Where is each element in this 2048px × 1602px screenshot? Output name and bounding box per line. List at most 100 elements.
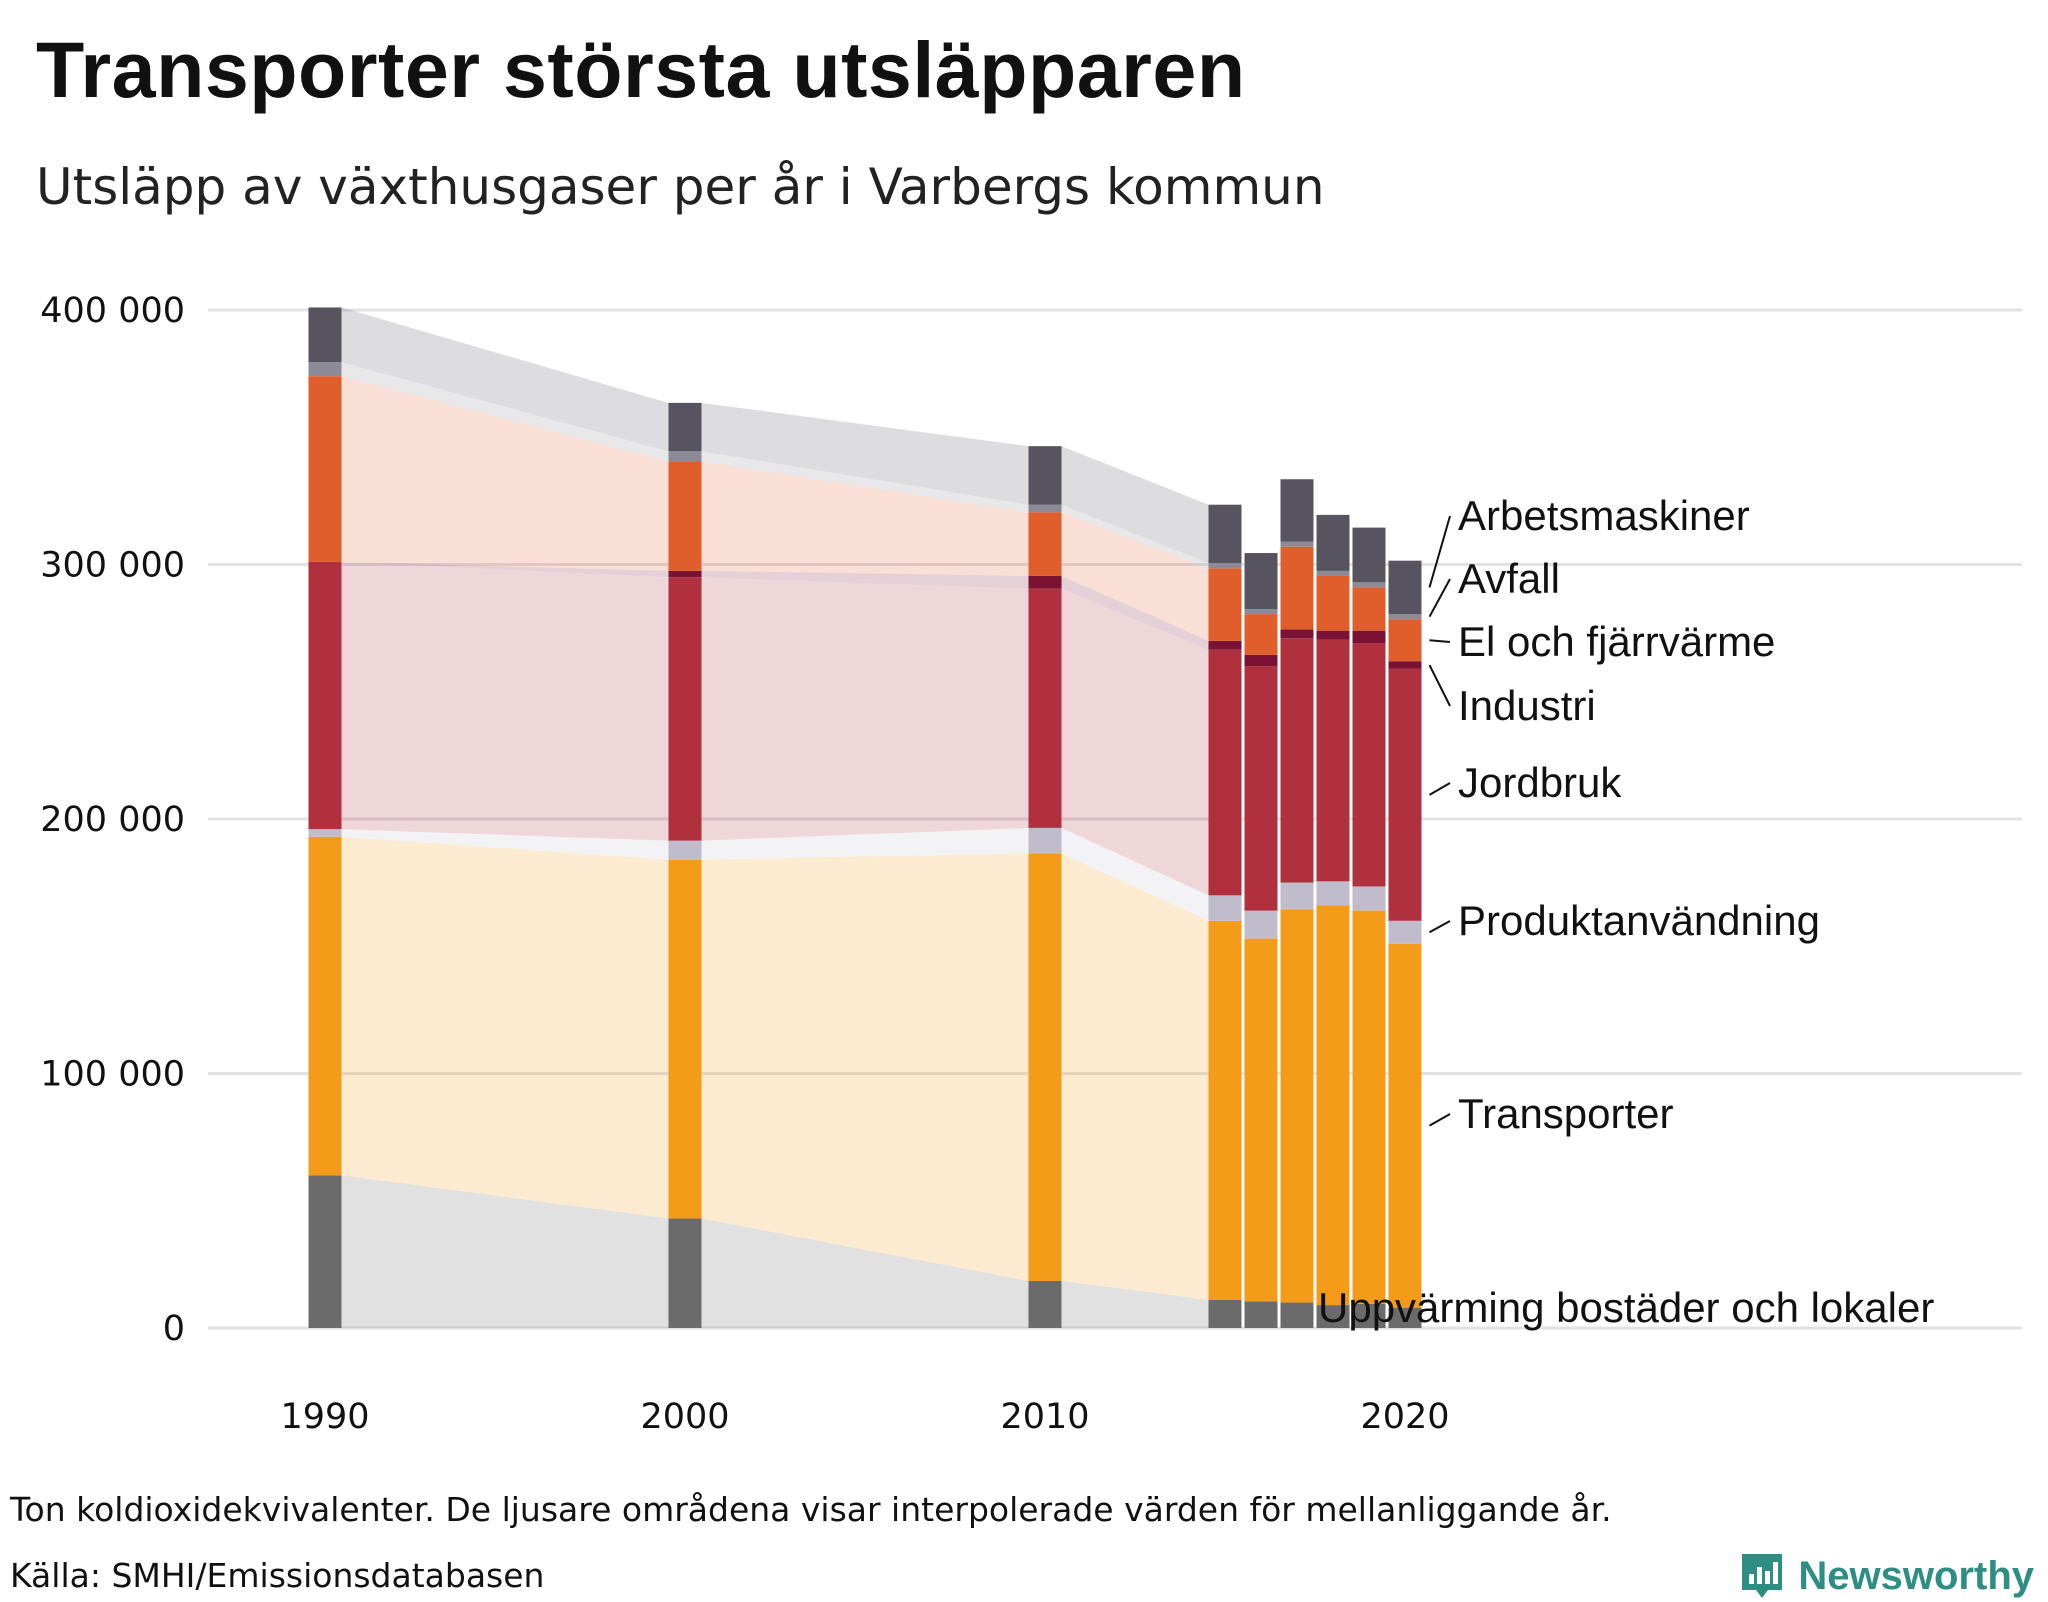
bar-avfall-2015 <box>1208 563 1242 569</box>
bar-industri-2017 <box>1280 629 1314 639</box>
bar-jordbruk-2019 <box>1352 643 1386 887</box>
bar-el-och-fjarrvarme-2016 <box>1244 614 1278 655</box>
x-tick-label: 2010 <box>1000 1397 1089 1437</box>
bar-industri-2018 <box>1316 630 1350 640</box>
bar-transporter-2020 <box>1388 943 1422 1308</box>
bar-arbetsmaskiner-2010 <box>1028 446 1062 505</box>
bar-produktanvandning-2017 <box>1280 882 1314 910</box>
bar-uppvarming-bostader-och-lokaler-2018 <box>1316 1305 1350 1328</box>
y-tick-label: 100 000 <box>40 1055 185 1095</box>
legend-label-avfall: Avfall <box>1458 555 1560 602</box>
bar-arbetsmaskiner-2016 <box>1244 553 1278 610</box>
band-avfall <box>701 451 1029 513</box>
bar-arbetsmaskiner-2017 <box>1280 479 1314 542</box>
y-tick-label: 400 000 <box>40 291 185 331</box>
legend-label-uppvarming-bostader-och-lokaler: Uppvärming bostäder och lokaler <box>1318 1284 1934 1331</box>
legend-connector-produktanvandning <box>1429 920 1451 934</box>
band-jordbruk <box>701 577 1029 841</box>
bar-jordbruk-1990 <box>308 561 342 830</box>
bar-arbetsmaskiner-1990 <box>308 307 342 363</box>
bar-el-och-fjarrvarme-2017 <box>1280 546 1314 630</box>
bar-industri-2016 <box>1244 654 1278 667</box>
bar-produktanvandning-2016 <box>1244 910 1278 939</box>
bar-transporter-2010 <box>1028 853 1062 1281</box>
source-note: Källa: SMHI/Emissionsdatabasen <box>10 1556 545 1595</box>
bar-industri-2000 <box>668 570 702 578</box>
bar-el-och-fjarrvarme-2015 <box>1208 568 1242 641</box>
bar-transporter-2018 <box>1316 905 1350 1306</box>
y-tick-label: 0 <box>163 1309 185 1349</box>
bar-produktanvandning-1990 <box>308 829 342 837</box>
bar-avfall-2016 <box>1244 609 1278 615</box>
x-axis: 1990 2000 2010 2020 <box>280 1397 1449 1437</box>
legend: Arbetsmaskiner Avfall El och fjärrvärme Ind… <box>1318 492 1934 1331</box>
footnote: Ton koldioxidekvivalenter. De ljusare om… <box>10 1490 1612 1529</box>
bar-uppvarming-bostader-och-lokaler-2020 <box>1388 1307 1422 1328</box>
bar-transporter-2000 <box>668 859 702 1219</box>
bar-industri-2015 <box>1208 640 1242 650</box>
band-avfall <box>1061 504 1209 569</box>
bar-produktanvandning-2020 <box>1388 920 1422 944</box>
bar-arbetsmaskiner-2000 <box>668 402 702 452</box>
bar-produktanvandning-2019 <box>1352 886 1386 911</box>
legend-label-transporter: Transporter <box>1458 1090 1674 1137</box>
bar-avfall-2018 <box>1316 570 1350 576</box>
bar-arbetsmaskiner-2018 <box>1316 514 1350 571</box>
bar-jordbruk-2020 <box>1388 668 1422 921</box>
interpolated-areas <box>341 307 1209 1328</box>
band-produktanvandning <box>1061 827 1209 921</box>
bar-industri-2010 <box>1028 575 1062 589</box>
band-transporter <box>1061 853 1209 1301</box>
chart-title: Transporter största utsläpparen <box>36 25 1246 114</box>
band-industri <box>1061 575 1209 650</box>
bar-transporter-2017 <box>1280 909 1314 1303</box>
bar-produktanvandning-2018 <box>1316 881 1350 906</box>
band-transporter <box>701 853 1029 1281</box>
bar-jordbruk-2010 <box>1028 588 1062 828</box>
bar-industri-2020 <box>1388 661 1422 669</box>
bar-uppvarming-bostader-och-lokaler-2016 <box>1244 1301 1278 1328</box>
bar-avfall-2020 <box>1388 614 1422 620</box>
band-el-och-fjarrvarme <box>341 376 669 571</box>
legend-connector-industri <box>1428 664 1451 707</box>
x-tick-label: 2000 <box>640 1397 729 1437</box>
y-axis: 0 100 000 200 000 300 000 400 000 <box>40 291 185 1349</box>
band-produktanvandning <box>701 827 1029 860</box>
bar-el-och-fjarrvarme-2019 <box>1352 587 1386 631</box>
gridlines <box>208 308 2022 1330</box>
band-jordbruk <box>1061 588 1209 896</box>
bar-produktanvandning-2015 <box>1208 895 1242 921</box>
band-el-och-fjarrvarme <box>1061 512 1209 641</box>
bar-el-och-fjarrvarme-1990 <box>308 376 342 562</box>
bar-uppvarming-bostader-och-lokaler-2015 <box>1208 1300 1242 1328</box>
legend-connector-arbetsmaskiner <box>1428 515 1451 588</box>
band-transporter <box>341 836 669 1219</box>
brand-logo[interactable]: Newsworthy <box>1738 1550 2034 1602</box>
bar-industri-2019 <box>1352 630 1386 644</box>
legend-label-industri: Industri <box>1458 682 1596 729</box>
bar-transporter-2019 <box>1352 910 1386 1304</box>
band-arbetsmaskiner <box>701 402 1029 505</box>
band-uppvarming-bostader-och-lokaler <box>701 1218 1029 1328</box>
bar-uppvarming-bostader-och-lokaler-1990 <box>308 1175 342 1328</box>
legend-label-arbetsmaskiner: Arbetsmaskiner <box>1458 492 1750 539</box>
bar-chart-icon <box>1742 1554 1783 1598</box>
bar-jordbruk-2000 <box>668 577 702 841</box>
band-uppvarming-bostader-och-lokaler <box>1061 1280 1209 1328</box>
legend-label-el-och-fjarrvarme: El och fjärrvärme <box>1458 618 1775 665</box>
legend-label-produktanvandning: Produktanvändning <box>1458 897 1820 944</box>
legend-label-jordbruk: Jordbruk <box>1458 759 1622 806</box>
band-avfall <box>341 362 669 462</box>
x-tick-label: 2020 <box>1360 1397 1449 1437</box>
bar-transporter-2015 <box>1208 920 1242 1301</box>
chart-subtitle: Utsläpp av växthusgaser per år i Varberg… <box>36 158 1325 216</box>
bar-uppvarming-bostader-och-lokaler-2019 <box>1352 1303 1386 1328</box>
bar-uppvarming-bostader-och-lokaler-2010 <box>1028 1280 1062 1328</box>
bar-uppvarming-bostader-och-lokaler-2000 <box>668 1218 702 1328</box>
bar-el-och-fjarrvarme-2020 <box>1388 619 1422 662</box>
bar-transporter-2016 <box>1244 938 1278 1302</box>
y-tick-label: 200 000 <box>40 800 185 840</box>
bar-arbetsmaskiner-2019 <box>1352 527 1386 583</box>
band-arbetsmaskiner <box>1061 446 1209 564</box>
